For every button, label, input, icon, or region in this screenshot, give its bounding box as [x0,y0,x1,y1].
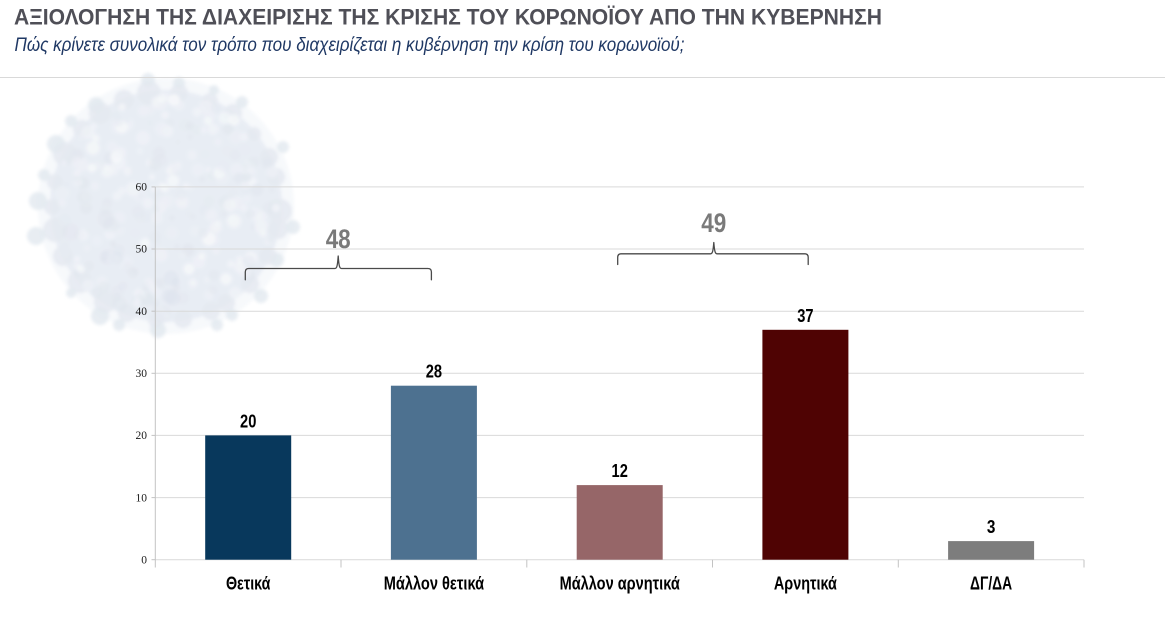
svg-text:ΑΞΙΟΛΟΓΗΣΗ ΤΗΣ ΔΙΑΧΕΙΡΙΣΗΣ ΤΗΣ: ΑΞΙΟΛΟΓΗΣΗ ΤΗΣ ΔΙΑΧΕΙΡΙΣΗΣ ΤΗΣ ΚΡΙΣΗΣ ΤΟ… [14,5,882,30]
svg-text:50: 50 [136,244,148,256]
svg-text:Θετικά: Θετικά [226,573,271,594]
svg-text:20: 20 [136,430,148,442]
svg-text:48: 48 [326,223,351,254]
svg-text:3: 3 [987,516,996,537]
svg-text:28: 28 [426,361,442,382]
svg-text:0: 0 [141,554,147,566]
svg-text:10: 10 [136,492,148,504]
svg-text:49: 49 [701,207,726,238]
svg-text:12: 12 [612,460,628,481]
svg-text:20: 20 [240,410,256,431]
svg-text:60: 60 [136,182,148,194]
svg-text:ΔΓ/ΔΑ: ΔΓ/ΔΑ [970,573,1012,594]
svg-text:Μάλλον αρνητικά: Μάλλον αρνητικά [560,573,681,594]
svg-text:Αρνητικά: Αρνητικά [774,573,837,594]
svg-text:40: 40 [136,306,148,318]
svg-text:30: 30 [136,368,148,380]
svg-text:Μάλλον θετικά: Μάλλον θετικά [384,573,485,594]
svg-text:37: 37 [797,305,813,326]
svg-text:Πώς κρίνετε συνολικά τον τρόπο: Πώς κρίνετε συνολικά τον τρόπο που διαχε… [15,35,685,56]
